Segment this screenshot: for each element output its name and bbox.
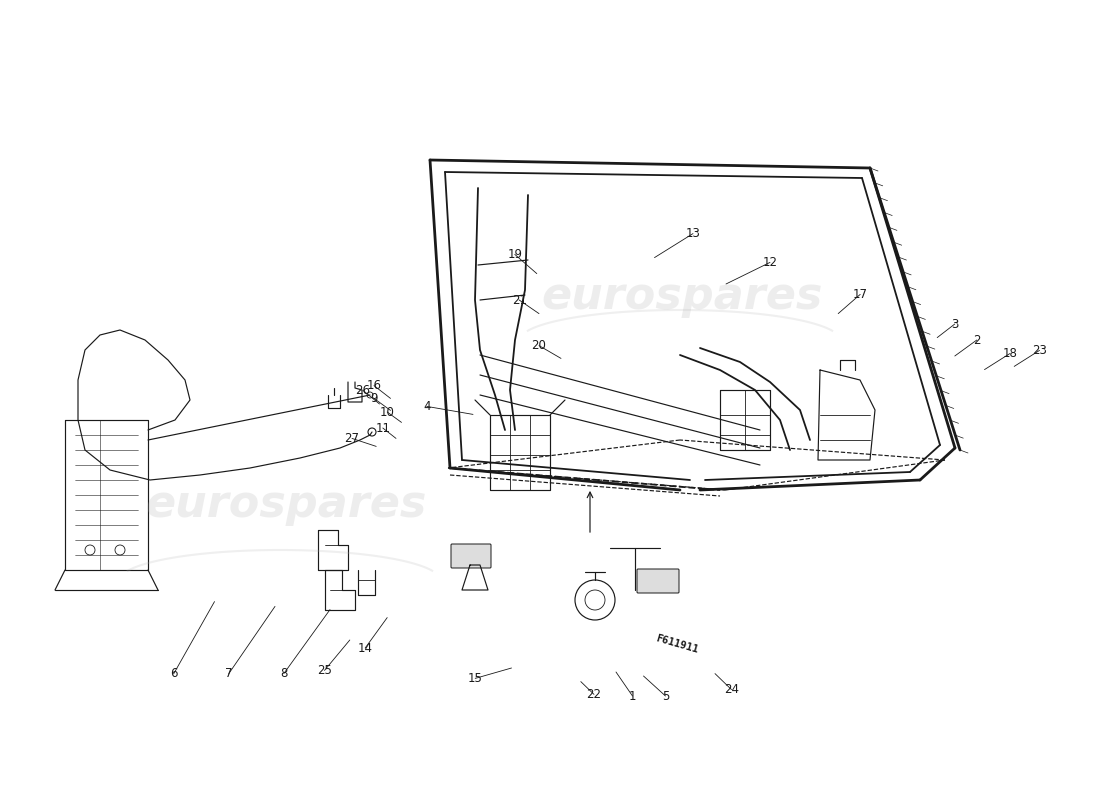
FancyBboxPatch shape — [451, 544, 491, 568]
Text: 1: 1 — [629, 690, 636, 702]
Text: 11: 11 — [375, 422, 390, 434]
Text: 15: 15 — [468, 672, 483, 685]
Text: 3: 3 — [952, 318, 958, 330]
Text: 17: 17 — [852, 288, 868, 301]
Text: eurospares: eurospares — [541, 274, 823, 318]
Text: 7: 7 — [226, 667, 232, 680]
Text: eurospares: eurospares — [145, 482, 427, 526]
Text: 14: 14 — [358, 642, 373, 654]
Text: 19: 19 — [507, 248, 522, 261]
Text: 23: 23 — [1032, 344, 1047, 357]
FancyBboxPatch shape — [637, 569, 679, 593]
Text: 18: 18 — [1002, 347, 1018, 360]
Text: 25: 25 — [317, 664, 332, 677]
Text: 10: 10 — [379, 406, 395, 418]
Text: 13: 13 — [685, 227, 701, 240]
Text: 12: 12 — [762, 256, 778, 269]
Text: 20: 20 — [531, 339, 547, 352]
Text: 22: 22 — [586, 688, 602, 701]
Text: 16: 16 — [366, 379, 382, 392]
Text: 8: 8 — [280, 667, 287, 680]
Text: 5: 5 — [662, 690, 669, 702]
Text: F611911: F611911 — [654, 633, 698, 655]
Text: 24: 24 — [724, 683, 739, 696]
Text: 6: 6 — [170, 667, 177, 680]
Text: 21: 21 — [512, 294, 527, 306]
Text: 9: 9 — [371, 392, 377, 405]
Text: 2: 2 — [974, 334, 980, 346]
Text: 27: 27 — [344, 432, 360, 445]
Text: 26: 26 — [355, 384, 371, 397]
Text: 4: 4 — [424, 400, 430, 413]
